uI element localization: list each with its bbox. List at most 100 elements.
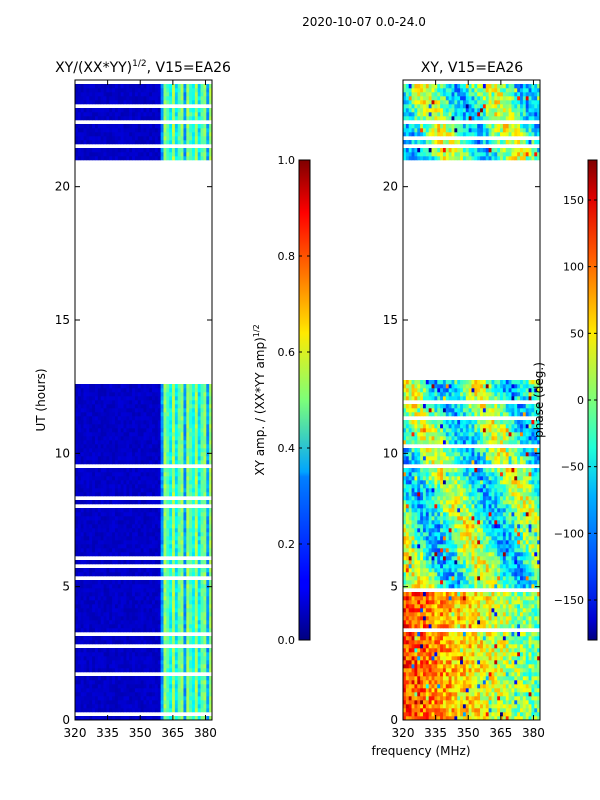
heatmap-cell	[157, 472, 162, 477]
heatmap-cell	[200, 612, 204, 617]
heatmap-cell	[137, 156, 142, 161]
heatmap-cell	[80, 692, 84, 697]
heatmap-cell	[134, 548, 139, 553]
heatmap-cell	[89, 456, 93, 461]
heatmap-cell	[169, 116, 173, 121]
heatmap-cell	[112, 100, 116, 105]
heatmap-cell	[160, 612, 164, 617]
heatmap-cell	[505, 696, 509, 701]
heatmap-cell	[442, 704, 447, 709]
heatmap-cell	[109, 688, 113, 693]
heatmap-cell	[172, 708, 176, 713]
heatmap-cell	[189, 492, 193, 497]
heatmap-cell	[134, 96, 139, 101]
heatmap-cell	[160, 656, 164, 661]
heatmap-cell	[408, 708, 412, 713]
heatmap-cell	[106, 108, 110, 113]
heatmap-cell	[106, 480, 110, 485]
heatmap-cell	[75, 492, 79, 497]
heatmap-cell	[92, 420, 96, 425]
heatmap-cell	[157, 436, 162, 441]
heatmap-cell	[200, 452, 204, 457]
heatmap-cell	[114, 88, 119, 93]
heatmap-cell	[100, 148, 104, 153]
heatmap-cell	[77, 668, 82, 673]
heatmap-cell	[428, 684, 432, 689]
heatmap-cell	[425, 680, 430, 685]
heatmap-cell	[209, 580, 213, 585]
heatmap-cell	[194, 484, 199, 489]
heatmap-cell	[203, 524, 207, 529]
heatmap-cell	[137, 476, 142, 481]
heatmap-cell	[197, 92, 201, 97]
heatmap-cell	[166, 704, 170, 709]
heatmap-cell	[103, 636, 107, 641]
heatmap-cell	[209, 656, 213, 661]
heatmap-cell	[100, 608, 104, 613]
heatmap-cell	[174, 488, 179, 493]
heatmap-cell	[132, 640, 136, 645]
heatmap-cell	[140, 604, 144, 609]
heatmap-cell	[123, 716, 127, 721]
heatmap-cell	[114, 452, 119, 457]
heatmap-cell	[451, 680, 455, 685]
heatmap-cell	[83, 476, 87, 481]
heatmap-cell	[203, 436, 207, 441]
heatmap-cell	[77, 660, 82, 665]
heatmap-cell	[120, 520, 124, 525]
heatmap-cell	[520, 716, 524, 721]
heatmap-cell	[123, 400, 127, 405]
heatmap-cell	[94, 696, 99, 701]
heatmap-cell	[477, 692, 481, 697]
heatmap-cell	[157, 524, 162, 529]
heatmap-cell	[166, 656, 170, 661]
heatmap-cell	[180, 592, 184, 597]
heatmap-cell	[94, 532, 99, 537]
heatmap-cell	[160, 548, 164, 553]
heatmap-cell	[80, 512, 84, 517]
heatmap-cell	[134, 136, 139, 141]
heatmap-cell	[77, 700, 82, 705]
heatmap-cell	[192, 700, 196, 705]
heatmap-cell	[92, 156, 96, 161]
heatmap-cell	[440, 676, 444, 681]
heatmap-cell	[209, 456, 213, 461]
heatmap-cell	[172, 140, 176, 145]
heatmap-cell	[166, 436, 170, 441]
heatmap-cell	[100, 460, 104, 465]
heatmap-cell	[206, 536, 210, 541]
heatmap-cell	[109, 508, 113, 513]
heatmap-cell	[86, 568, 90, 573]
heatmap-cell	[442, 676, 447, 681]
heatmap-cell	[508, 696, 512, 701]
heatmap-cell	[203, 392, 207, 397]
heatmap-cell	[109, 588, 113, 593]
heatmap-cell	[126, 604, 130, 609]
heatmap-cell	[186, 680, 190, 685]
heatmap-cell	[200, 652, 204, 657]
heatmap-cell	[172, 488, 176, 493]
heatmap-cell	[172, 528, 176, 533]
heatmap-cell	[209, 500, 213, 505]
heatmap-cell	[480, 704, 484, 709]
heatmap-cell	[160, 404, 164, 409]
heatmap-cell	[77, 596, 82, 601]
heatmap-cell	[149, 544, 153, 549]
heatmap-cell	[160, 668, 164, 673]
heatmap-cell	[411, 696, 415, 701]
heatmap-cell	[114, 156, 119, 161]
heatmap-cell	[137, 92, 142, 97]
heatmap-cell	[123, 620, 127, 625]
heatmap-cell	[169, 420, 173, 425]
heatmap-cell	[134, 88, 139, 93]
heatmap-cell	[126, 568, 130, 573]
heatmap-cell	[92, 448, 96, 453]
heatmap-cell	[89, 388, 93, 393]
heatmap-cell	[186, 572, 190, 577]
heatmap-cell	[146, 148, 150, 153]
heatmap-cell	[94, 476, 99, 481]
heatmap-cell	[137, 660, 142, 665]
heatmap-cell	[471, 688, 475, 693]
heatmap-cell	[163, 668, 167, 673]
heatmap-cell	[83, 716, 87, 721]
